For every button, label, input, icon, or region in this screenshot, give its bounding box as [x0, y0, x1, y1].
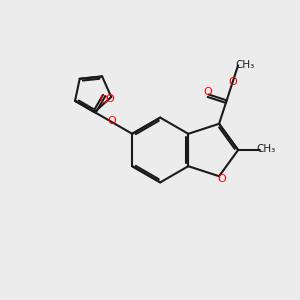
Text: O: O — [99, 95, 108, 105]
Text: O: O — [203, 87, 212, 97]
Text: CH₃: CH₃ — [257, 144, 276, 154]
Text: O: O — [106, 94, 115, 104]
Text: O: O — [217, 174, 226, 184]
Text: O: O — [108, 116, 117, 126]
Text: CH₃: CH₃ — [235, 60, 254, 70]
Text: O: O — [228, 77, 237, 87]
